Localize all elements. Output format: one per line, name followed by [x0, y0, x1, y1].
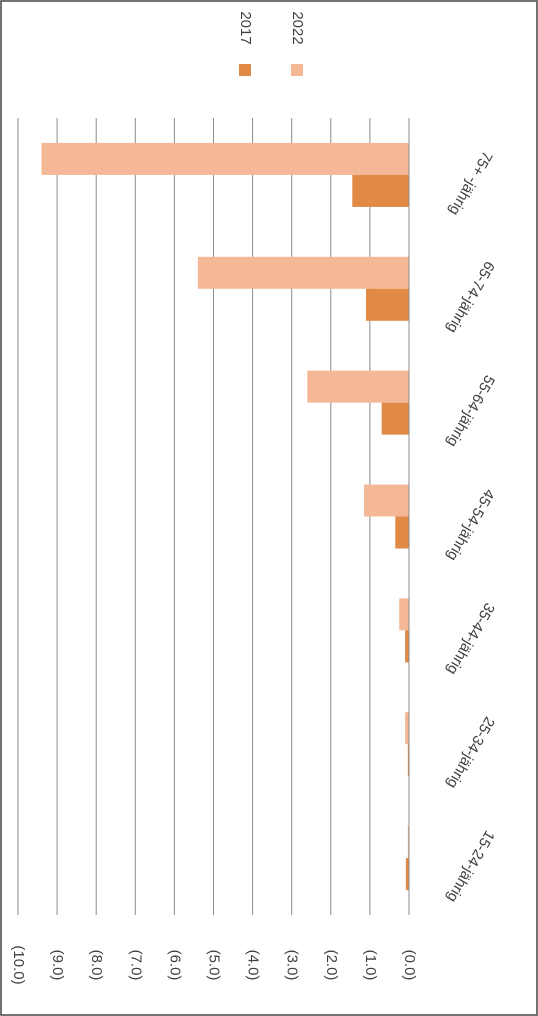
x-tick-label: 15-24-jährig: [443, 827, 498, 905]
bar: [405, 858, 409, 891]
x-tick-label: 45-54-jährig: [443, 486, 498, 564]
y-tick-label: (6.0): [166, 950, 183, 981]
legend-swatch: [291, 64, 303, 76]
y-tick-label: (3.0): [284, 950, 301, 981]
legend-label: 2022: [289, 11, 306, 44]
bar: [395, 516, 409, 549]
x-tick-label: 75+ -jährig: [445, 148, 495, 218]
x-tick-label: 35-44-jährig: [443, 600, 498, 678]
x-tick-label: 25-34-jährig: [443, 714, 498, 792]
bar: [41, 142, 410, 175]
x-tick-label: 65-74-jährig: [443, 258, 498, 336]
y-tick-label: (8.0): [88, 950, 105, 981]
legend-label: 2017: [237, 11, 254, 44]
bar: [407, 826, 409, 859]
y-tick-label: (5.0): [206, 950, 223, 981]
bar: [399, 598, 409, 631]
bar: [407, 744, 409, 777]
bar: [405, 712, 409, 745]
y-tick-label: (0.0): [401, 950, 418, 981]
bar: [381, 402, 409, 435]
y-tick-label: (10.0): [10, 945, 27, 984]
y-tick-label: (1.0): [362, 950, 379, 981]
bar: [352, 174, 409, 207]
bar: [365, 288, 409, 321]
bar: [364, 484, 409, 517]
legend-swatch: [239, 64, 251, 76]
bar: [405, 630, 409, 663]
y-tick-label: (4.0): [245, 950, 262, 981]
y-tick-label: (9.0): [49, 950, 66, 981]
y-tick-label: (7.0): [127, 950, 144, 981]
y-tick-label: (2.0): [323, 950, 340, 981]
bar: [307, 370, 409, 403]
x-tick-label: 55-64-jährig: [443, 372, 498, 450]
bar: [197, 256, 409, 289]
